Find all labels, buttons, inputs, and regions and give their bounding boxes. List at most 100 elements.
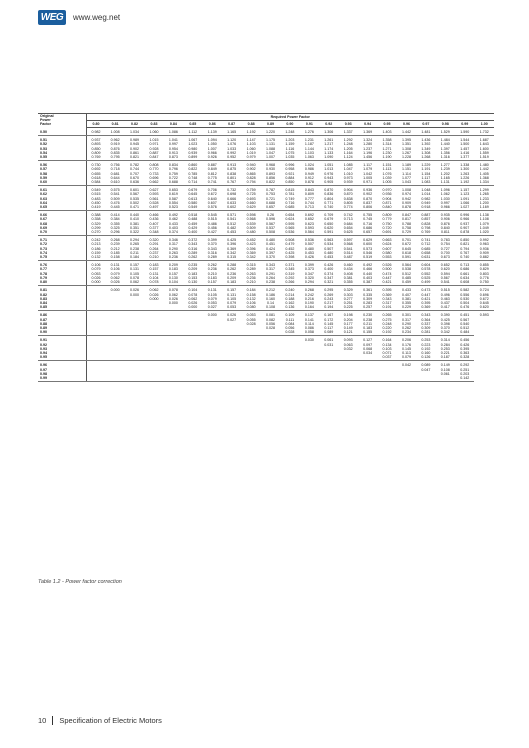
table-cell: 0.198	[343, 313, 353, 318]
table-row: 0.51 0.937 0.962 0.989 1.015 1.041 1.067 1.094 1…	[38, 135, 494, 143]
table-cell: 0.155	[357, 330, 378, 337]
table-cell	[280, 336, 299, 343]
table-cell: 0.591	[319, 230, 339, 237]
table-cell: 0.132	[85, 255, 106, 262]
table-cell	[280, 361, 299, 368]
table-cell	[85, 375, 106, 383]
table-cell: 1.075	[285, 150, 295, 155]
table-cell: 0.919	[110, 142, 120, 147]
table-cell: 0.575	[110, 188, 120, 193]
table-cell	[203, 336, 222, 343]
table-cell: 0.316	[207, 250, 217, 255]
table-cell: 1.027	[455, 205, 475, 212]
original-pf-cell: 0.76	[40, 263, 47, 268]
original-pf-cell: 0.71	[40, 238, 47, 243]
table-cell	[280, 375, 300, 383]
table-cell: 0.240	[285, 288, 295, 293]
table-cell: 1.440	[440, 142, 450, 147]
table-cell: 0.576	[202, 205, 222, 212]
table-cell	[163, 330, 184, 337]
table-cell: 0.053	[207, 300, 217, 305]
table-cell: 0.509	[110, 196, 120, 201]
table-cell: 0.183	[149, 263, 159, 268]
table-cell: 0.549	[183, 205, 203, 212]
table-cell: 0.652	[440, 263, 450, 268]
table-cell: 0.809	[382, 213, 392, 218]
table-cell: 0.899	[183, 155, 203, 162]
table-cell	[222, 336, 241, 343]
table-cell: 0.980	[188, 146, 198, 151]
header-line-power: Power	[40, 118, 51, 123]
table-cell: 0.141	[304, 317, 314, 322]
table-cell	[202, 330, 222, 337]
table-row: 0.78 0.053 0.079 0.105 0.131 0.157 0.183 0.210 0…	[38, 271, 494, 276]
table-cell: 0.136	[280, 305, 300, 312]
header-line-original: Original	[40, 114, 54, 119]
table-cell: 0.801	[227, 175, 237, 180]
table-row: 0.86 0.000 0.026 0.053 0.081 0.109 0.137 0.167 0…	[38, 310, 494, 318]
table-cell: 0.268	[304, 288, 314, 293]
original-pf-cell: 0.98	[40, 371, 47, 376]
table-cell	[85, 330, 106, 337]
table-cell: 0.194	[319, 305, 339, 312]
table-cell: 0.804	[324, 196, 334, 201]
table-cell: 1.020	[474, 230, 494, 237]
table-cell: 0.210	[241, 280, 261, 287]
table-cell: 0.000	[149, 296, 159, 301]
table-cell: 0.504	[460, 300, 470, 305]
table-cell: 0.342	[227, 250, 237, 255]
original-pf-cell: 0.64	[40, 200, 47, 205]
table-cell: 0.414	[110, 213, 120, 218]
table-cell: 0.815	[285, 188, 295, 193]
table-cell: 0.785	[188, 171, 198, 176]
table-cell: 0.343	[382, 296, 392, 301]
table-cell: 0.509	[246, 225, 256, 230]
table-cell: 0.997	[168, 142, 178, 147]
table-cell: 0.063	[343, 342, 353, 347]
table-cell: 0.466	[149, 213, 159, 218]
table-cell: 0.627	[149, 188, 159, 193]
table-cell: 0.759	[246, 188, 256, 193]
table-cell: 0.372	[188, 238, 198, 243]
table-cell	[241, 361, 260, 368]
original-pf-cell: 0.56	[40, 163, 47, 168]
table-cell: 0.157	[149, 267, 159, 272]
table-cell: 0.433	[401, 288, 411, 293]
table-row: 0.68 0.329 0.355 0.381 0.407 0.433 0.459 0.486 0…	[38, 221, 494, 226]
table-cell: 0.426	[324, 263, 334, 268]
table-cell: 1.123	[460, 192, 470, 197]
table-cell: 0.515	[85, 192, 106, 197]
table-cell: 1.024	[304, 163, 314, 168]
table-cell: 0.320	[304, 275, 314, 280]
table-cell: 1.131	[435, 180, 456, 187]
table-cell: 0.290	[168, 246, 178, 251]
table-row: 0.89 0.028 0.056 0.086 0.117 0.149 0.183 0.220 0…	[38, 325, 494, 331]
table-cell: 1.457	[460, 146, 470, 151]
table-cell: 1.324	[363, 138, 373, 143]
original-pf-cell: 0.70	[38, 230, 86, 237]
table-cell: 0.209	[188, 267, 198, 272]
power-factor-table: Original Power Factor Required Power Fac…	[38, 113, 494, 383]
table-cell: 0.685	[280, 205, 300, 212]
table-cell: 0.407	[149, 221, 159, 226]
table-cell: 0.277	[343, 296, 353, 301]
table-cell: 0.989	[130, 138, 140, 143]
table-row: 0.92 0.031 0.063 0.097 0.134 0.176 0.223 0.284 0…	[38, 342, 494, 347]
table-cell: 1.066	[460, 200, 470, 205]
table-cell: 0.400	[183, 230, 203, 237]
table-cell: 0.876	[110, 146, 120, 151]
table-row: 0.67 0.358 0.384 0.410 0.436 0.462 0.488 0.515 0…	[38, 217, 494, 222]
table-cell	[358, 361, 377, 368]
table-cell: 0.131	[207, 288, 217, 293]
table-cell: 1.019	[246, 150, 256, 155]
table-cell: 0.822	[260, 180, 281, 187]
table-cell: 1.500	[460, 142, 470, 147]
table-cell: 0.966	[435, 205, 456, 212]
table-cell	[85, 355, 106, 362]
table-cell: 0.781	[285, 192, 295, 197]
table-cell: 0.935	[440, 213, 450, 218]
table-cell: 0.992	[479, 238, 489, 243]
table-cell: 1.442	[396, 127, 417, 137]
table-row: 0.52 0.893 0.919 0.945 0.971 0.997 1.023 1.050 1…	[38, 142, 494, 147]
footer-title: Specification of Electric Motors	[59, 716, 162, 725]
